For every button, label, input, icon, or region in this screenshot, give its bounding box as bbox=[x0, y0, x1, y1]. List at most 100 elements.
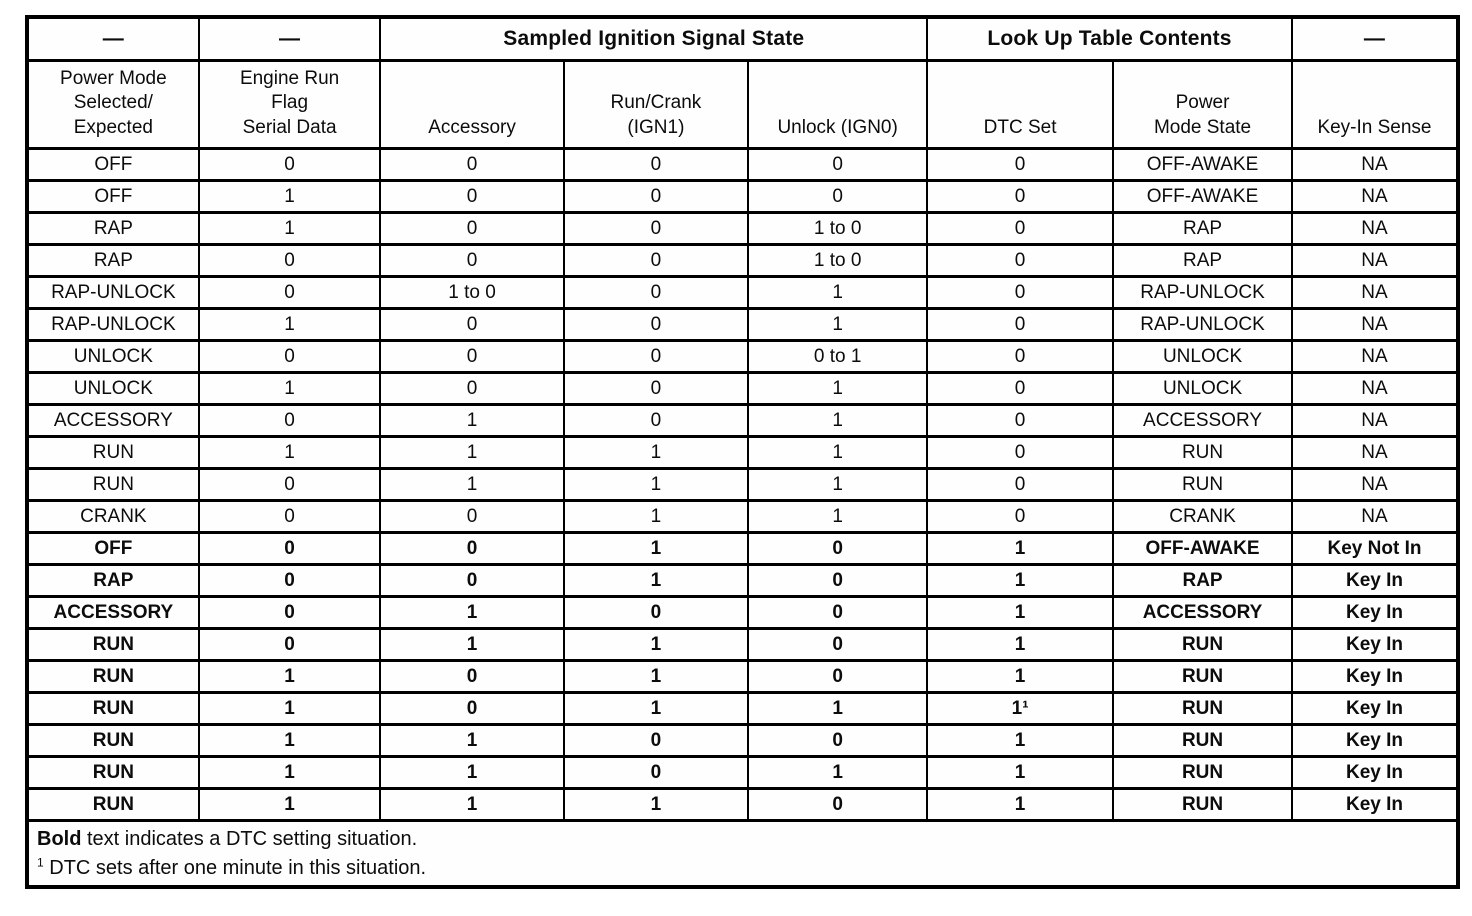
table-cell: 1 bbox=[379, 403, 565, 438]
table-cell: NA bbox=[1290, 403, 1460, 438]
table-cell: NA bbox=[1290, 499, 1460, 534]
table-cell: RAP bbox=[1112, 211, 1293, 246]
table-cell: 1 bbox=[197, 787, 382, 822]
table-cell: RUN bbox=[26, 435, 200, 470]
table-cell: 1¹ bbox=[926, 691, 1115, 726]
table-cell: 0 bbox=[926, 371, 1115, 406]
table-cell: 1 bbox=[197, 755, 382, 790]
table-cell: NA bbox=[1290, 371, 1460, 406]
table-cell: 1 bbox=[562, 659, 750, 694]
table-footer: Bold text indicates a DTC setting situat… bbox=[26, 819, 1459, 889]
table-cell: 0 bbox=[926, 403, 1115, 438]
col-header-key-in-sense: Key-In Sense bbox=[1290, 59, 1460, 150]
table-cell: RUN bbox=[1112, 755, 1293, 790]
table-cell: Key In bbox=[1290, 563, 1460, 598]
table-cell: 1 bbox=[747, 435, 929, 470]
col-header-power-mode-selected-expected: Power Mode Selected/ Expected bbox=[26, 59, 200, 150]
table-cell: 1 bbox=[562, 467, 750, 502]
table-cell: Key In bbox=[1290, 659, 1460, 694]
table-cell: NA bbox=[1290, 275, 1460, 310]
table-cell: 0 bbox=[747, 787, 929, 822]
table-cell: 1 bbox=[747, 755, 929, 790]
table-row: OFF 0 0 0 0 0 OFF-AWAKE NA bbox=[26, 147, 1460, 182]
table-cell: 1 bbox=[562, 627, 750, 662]
table-cell: Key In bbox=[1290, 691, 1460, 726]
table-cell: 0 bbox=[197, 595, 382, 630]
table-row: UNLOCK 0 0 0 0 to 1 0 UNLOCK NA bbox=[26, 339, 1460, 374]
table-cell: NA bbox=[1290, 435, 1460, 470]
table-cell: 0 bbox=[562, 179, 750, 214]
table-cell: RUN bbox=[1112, 787, 1293, 822]
footnote-dtc-note: 1 DTC sets after one minute in this situ… bbox=[37, 854, 1446, 883]
table-cell: 0 bbox=[197, 339, 382, 374]
table-cell: 1 bbox=[197, 435, 382, 470]
table-cell: 0 bbox=[562, 275, 750, 310]
table-cell: OFF-AWAKE bbox=[1112, 179, 1293, 214]
table-cell: 0 bbox=[926, 499, 1115, 534]
table-row: RUN 1 1 1 1 0 RUN NA bbox=[26, 435, 1460, 470]
table-cell: ACCESSORY bbox=[26, 595, 200, 630]
table-cell: NA bbox=[1290, 179, 1460, 214]
table-cell: 1 bbox=[562, 435, 750, 470]
table-cell: 1 bbox=[197, 211, 382, 246]
table-cell: 1 bbox=[379, 627, 565, 662]
table-cell: 0 bbox=[926, 275, 1115, 310]
table-cell: 0 bbox=[197, 499, 382, 534]
table-cell: 0 bbox=[197, 403, 382, 438]
table-cell: 0 bbox=[747, 147, 929, 182]
table-cell: 0 bbox=[926, 435, 1115, 470]
table-cell: 0 bbox=[562, 595, 750, 630]
table-cell: 0 bbox=[747, 659, 929, 694]
table-cell: 1 bbox=[747, 467, 929, 502]
group-header-dash-1: — bbox=[26, 15, 200, 62]
table-row: RUN 1 0 1 1 1¹ RUN Key In bbox=[26, 691, 1460, 726]
table-cell: 0 bbox=[379, 307, 565, 342]
table-cell: 1 bbox=[926, 755, 1115, 790]
table-cell: RAP-UNLOCK bbox=[1112, 275, 1293, 310]
table-cell: 0 bbox=[747, 531, 929, 566]
table-cell: 0 bbox=[562, 243, 750, 278]
table-row: RAP-UNLOCK 1 0 0 1 0 RAP-UNLOCK NA bbox=[26, 307, 1460, 342]
table-row: OFF 1 0 0 0 0 OFF-AWAKE NA bbox=[26, 179, 1460, 214]
table-cell: 0 bbox=[562, 147, 750, 182]
table-row: RAP 0 0 1 0 1 RAP Key In bbox=[26, 563, 1460, 598]
table-cell: RUN bbox=[1112, 467, 1293, 502]
table-cell: 1 bbox=[197, 179, 382, 214]
table-cell: 0 to 1 bbox=[747, 339, 929, 374]
table-cell: 0 bbox=[379, 179, 565, 214]
table-cell: 1 bbox=[747, 371, 929, 406]
table-cell: 0 bbox=[379, 563, 565, 598]
table-cell: 1 bbox=[926, 531, 1115, 566]
table-cell: RUN bbox=[26, 691, 200, 726]
table-cell: RAP bbox=[26, 243, 200, 278]
footnote-bold-note: Bold text indicates a DTC setting situat… bbox=[37, 825, 1446, 854]
table-row: RAP-UNLOCK 0 1 to 0 0 1 0 RAP-UNLOCK NA bbox=[26, 275, 1460, 310]
table-row: RUN 0 1 1 0 1 RUN Key In bbox=[26, 627, 1460, 662]
table-cell: ACCESSORY bbox=[26, 403, 200, 438]
table-cell: 0 bbox=[197, 147, 382, 182]
table-cell: 0 bbox=[747, 723, 929, 758]
group-header-dash-2: — bbox=[197, 15, 382, 62]
table-cell: CRANK bbox=[1112, 499, 1293, 534]
table-cell: NA bbox=[1290, 339, 1460, 374]
table-row: ACCESSORY 0 1 0 0 1 ACCESSORY Key In bbox=[26, 595, 1460, 630]
table-cell: 0 bbox=[747, 179, 929, 214]
table-cell: 1 to 0 bbox=[379, 275, 565, 310]
table-cell: 0 bbox=[379, 531, 565, 566]
table-cell: 1 to 0 bbox=[747, 243, 929, 278]
group-header-row: — — Sampled Ignition Signal State Look U… bbox=[26, 15, 1460, 62]
table-cell: 1 bbox=[562, 499, 750, 534]
footnote-bold-rest: text indicates a DTC setting situation. bbox=[81, 828, 418, 850]
table-cell: 0 bbox=[926, 339, 1115, 374]
table-cell: 0 bbox=[379, 499, 565, 534]
table-row: RAP 1 0 0 1 to 0 0 RAP NA bbox=[26, 211, 1460, 246]
table-cell: 1 bbox=[926, 627, 1115, 662]
table-cell: RUN bbox=[26, 659, 200, 694]
table-cell: NA bbox=[1290, 307, 1460, 342]
table-cell: 0 bbox=[379, 211, 565, 246]
col-header-run-crank-ign1: Run/Crank (IGN1) bbox=[562, 59, 750, 150]
table-cell: 0 bbox=[562, 723, 750, 758]
table-cell: 0 bbox=[562, 339, 750, 374]
table-body: OFF 0 0 0 0 0 OFF-AWAKE NA OFF 1 0 0 0 0 OFF-AWAKE NA RA… bbox=[26, 147, 1460, 822]
table-cell: RAP-UNLOCK bbox=[26, 307, 200, 342]
